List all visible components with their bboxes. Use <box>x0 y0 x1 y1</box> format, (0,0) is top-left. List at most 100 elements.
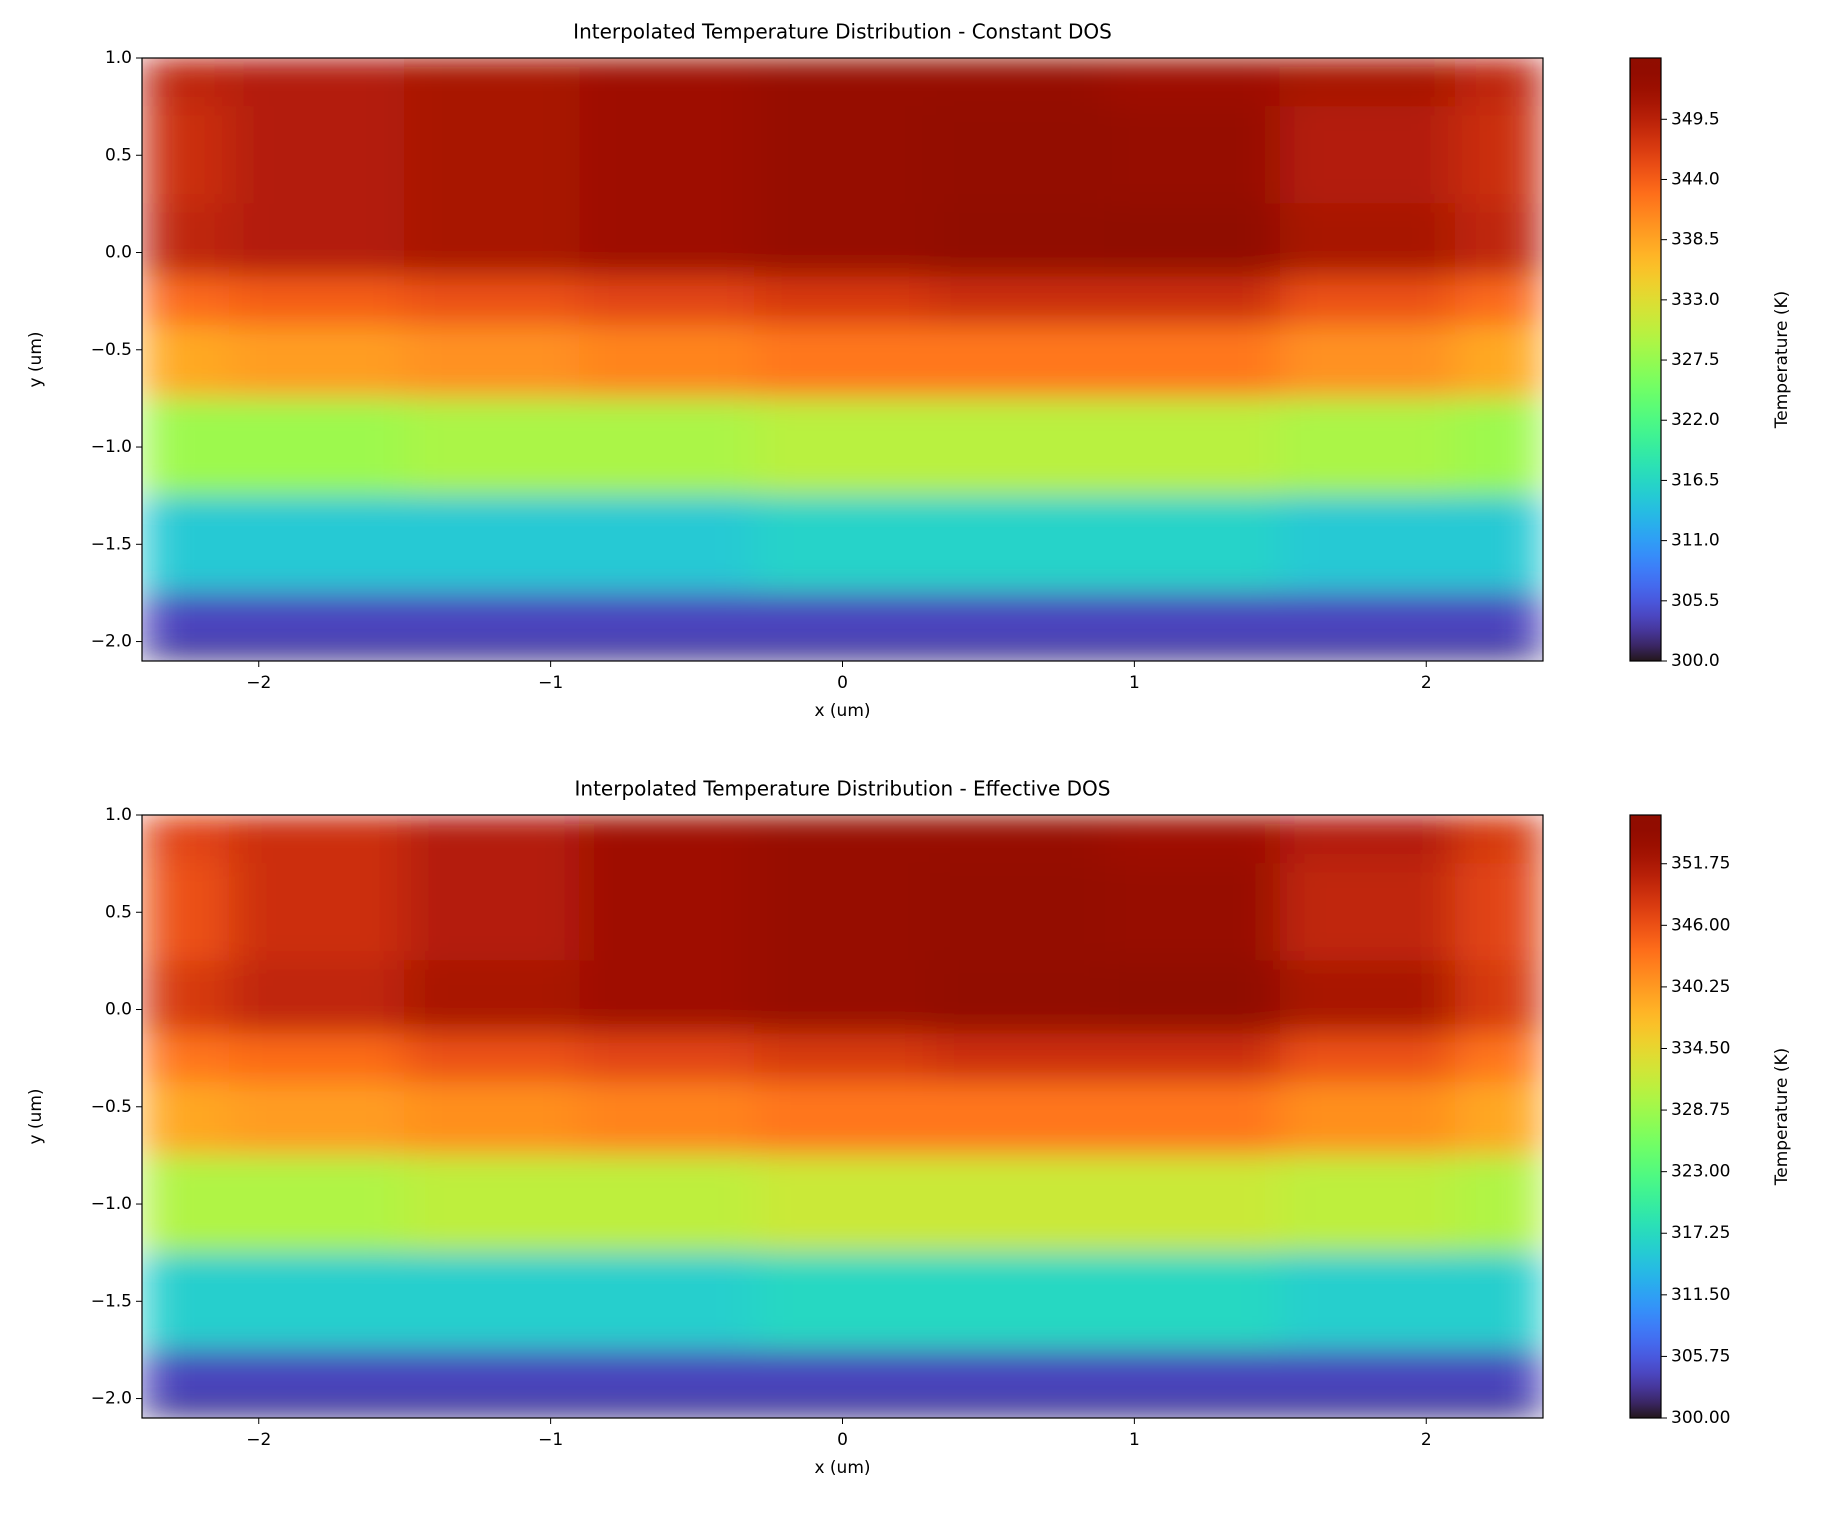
heatmap-cell <box>404 324 581 399</box>
heatmap-cell <box>1104 495 1281 594</box>
heatmap-cell <box>1279 1081 1456 1156</box>
colorbar-label: Temperature (K) <box>1772 291 1792 430</box>
heatmap-cell <box>1104 863 1281 962</box>
heatmap-cell <box>404 650 581 661</box>
heatmap-cell <box>229 495 406 594</box>
colorbar-tick-label: 334.50 <box>1671 1038 1730 1058</box>
heatmap-cell <box>754 1407 931 1418</box>
y-tick-label: 0.0 <box>105 243 132 263</box>
x-tick-label: 0 <box>837 1430 848 1450</box>
heatmap-cell <box>579 1349 756 1409</box>
colorbar-tick-label: 346.00 <box>1671 915 1730 935</box>
heatmap-cell <box>579 1252 756 1351</box>
heatmap-cell <box>142 592 231 652</box>
heatmap-cell <box>1454 1407 1543 1418</box>
y-tick-label: 0.5 <box>105 145 132 165</box>
colorbar-tick-label: 311.50 <box>1671 1285 1730 1305</box>
heatmap-cell <box>579 1154 756 1254</box>
heatmap-cell <box>229 815 406 865</box>
heatmap <box>142 58 1543 661</box>
heatmap-cell <box>1279 1154 1456 1254</box>
heatmap-cell <box>1104 960 1281 1035</box>
heatmap-cell <box>142 863 231 962</box>
heatmap-cell <box>1279 1349 1456 1409</box>
heatmap-cell <box>1279 495 1456 594</box>
heatmap-cell <box>1454 1081 1543 1156</box>
y-axis-label: y (um) <box>26 331 46 387</box>
colorbar-tick-label: 316.5 <box>1671 470 1720 490</box>
heatmap-cell <box>929 58 1106 108</box>
y-tick-label: −2.0 <box>91 632 132 652</box>
heatmap-cell <box>1454 58 1543 108</box>
heatmap-cell <box>754 1349 931 1409</box>
heatmap-cell <box>579 276 756 326</box>
heatmap-cell <box>229 58 406 108</box>
x-tick-label: 2 <box>1421 1430 1432 1450</box>
colorbar-tick-label: 300.00 <box>1671 1408 1730 1428</box>
heatmap-cell <box>229 592 406 652</box>
heatmap-cell <box>929 1407 1106 1418</box>
heatmap-cell <box>929 1033 1106 1083</box>
colorbar-tick-label: 328.75 <box>1671 1100 1730 1120</box>
heatmap-cell <box>229 1154 406 1254</box>
heatmap-cell <box>1279 1407 1456 1418</box>
heatmap-cell <box>1104 650 1281 661</box>
heatmap-cell <box>142 1407 231 1418</box>
heatmap-cell <box>404 1349 581 1409</box>
heatmap-cell <box>1454 324 1543 399</box>
heatmap-cell <box>929 650 1106 661</box>
heatmap-cell <box>1454 1349 1543 1409</box>
heatmap-cell <box>579 960 756 1035</box>
heatmap-cell <box>404 815 581 865</box>
heatmap-cell <box>754 397 931 497</box>
y-tick-label: 1.0 <box>105 48 132 68</box>
heatmap-cell <box>1454 650 1543 661</box>
heatmap-cell <box>404 397 581 497</box>
heatmap-cell <box>754 106 931 205</box>
heatmap-cell <box>579 1033 756 1083</box>
heatmap-cell <box>1454 1033 1543 1083</box>
heatmap-cell <box>754 1081 931 1156</box>
heatmap-cell <box>1104 1033 1281 1083</box>
heatmap-cell <box>229 960 406 1035</box>
colorbar-tick-label: 327.5 <box>1671 350 1720 370</box>
heatmap-cell <box>579 863 756 962</box>
heatmap-cell <box>754 276 931 326</box>
heatmap-cell <box>229 863 406 962</box>
colorbar-tick-label: 323.00 <box>1671 1162 1730 1182</box>
heatmap-cell <box>754 863 931 962</box>
heatmap-cell <box>1454 203 1543 278</box>
heatmap-cell <box>929 1081 1106 1156</box>
heatmap-cell <box>754 1154 931 1254</box>
heatmap-cell <box>142 106 231 205</box>
heatmap-cell <box>1104 58 1281 108</box>
colorbar-tick-label: 305.5 <box>1671 591 1720 611</box>
heatmap-cell <box>929 276 1106 326</box>
heatmap-cell <box>142 203 231 278</box>
heatmap-cell <box>754 1033 931 1083</box>
colorbar-tick-label: 317.25 <box>1671 1223 1730 1243</box>
heatmap-cell <box>229 106 406 205</box>
heatmap-cell <box>142 1033 231 1083</box>
heatmap-cell <box>754 203 931 278</box>
heatmap-cell <box>229 1081 406 1156</box>
heatmap-cell <box>929 1349 1106 1409</box>
colorbar-tick-label: 349.5 <box>1671 109 1720 129</box>
heatmap-cell <box>404 276 581 326</box>
heatmap-cell <box>229 1407 406 1418</box>
x-tick-label: 1 <box>1129 1430 1140 1450</box>
heatmap-cell <box>579 58 756 108</box>
heatmap-cell <box>229 1349 406 1409</box>
y-tick-label: −1.5 <box>91 534 132 554</box>
heatmap-cells <box>142 815 1543 1418</box>
heatmap-cell <box>929 815 1106 865</box>
heatmap-cells <box>142 58 1543 661</box>
heatmap-cell <box>142 1349 231 1409</box>
heatmap-cell <box>142 1252 231 1351</box>
heatmap-cell <box>1279 960 1456 1035</box>
heatmap-cell <box>754 58 931 108</box>
heatmap-cell <box>929 203 1106 278</box>
heatmap-cell <box>404 495 581 594</box>
y-tick-label: −1.0 <box>91 1194 132 1214</box>
